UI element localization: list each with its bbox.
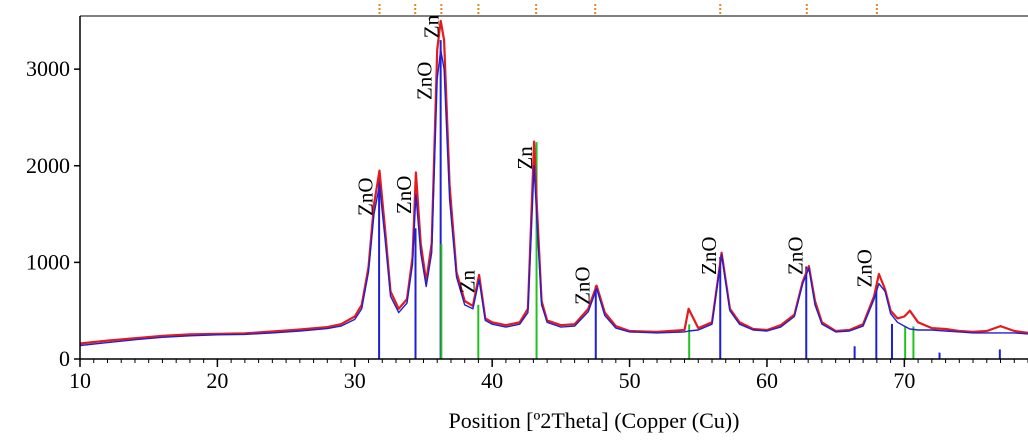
x-tick-label: 40 <box>481 368 503 393</box>
y-tick-label: 1000 <box>26 249 70 274</box>
peak-label: ZnO <box>354 178 378 217</box>
axes: 0 1000 2000 3000 10 20 30 40 50 60 70 <box>26 4 1028 393</box>
x-tick-label: 50 <box>619 368 641 393</box>
calculated-pattern-line <box>79 49 1028 347</box>
observed-pattern-line <box>79 19 1028 345</box>
peak-labels: ZnO ZnO ZnO Zn Zn ZnO Zn ZnO ZnO ZnO <box>354 14 877 304</box>
peak-label: Zn <box>513 146 537 170</box>
peak-label: ZnO <box>392 176 416 215</box>
peak-label: Zn <box>455 269 479 293</box>
x-axis-title: Position [º2Theta] (Copper (Cu)) <box>449 408 740 433</box>
x-tick-label: 20 <box>206 368 228 393</box>
x-tick-label: 10 <box>69 368 91 393</box>
peak-label: ZnO <box>697 236 721 275</box>
peak-label: Zn <box>420 14 444 38</box>
series-lines <box>79 19 1028 347</box>
x-tick-label: 30 <box>344 368 366 393</box>
y-tick-label: 3000 <box>26 56 70 81</box>
peak-label: ZnO <box>852 249 876 288</box>
peak-label: ZnO <box>413 62 437 101</box>
y-tick-label: 0 <box>59 346 70 371</box>
y-tick-label: 2000 <box>26 153 70 178</box>
peak-label: ZnO <box>784 236 808 275</box>
x-tick-label: 60 <box>756 368 778 393</box>
peak-label: ZnO <box>571 266 595 305</box>
x-tick-label: 70 <box>893 368 915 393</box>
